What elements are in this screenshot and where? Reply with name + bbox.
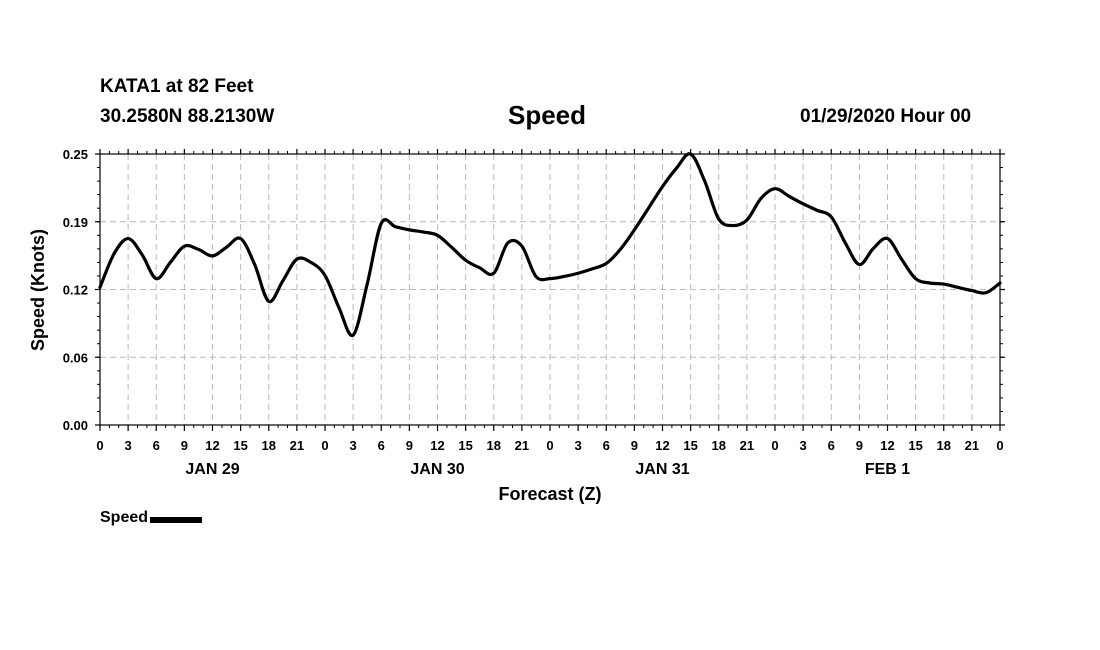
x-tick-label: 12: [430, 438, 444, 453]
x-tick-label: 6: [603, 438, 610, 453]
legend-swatch: [150, 516, 203, 523]
x-tick-label: 15: [683, 438, 697, 453]
x-tick-label: 0: [771, 438, 778, 453]
x-tick-label: 21: [515, 438, 529, 453]
y-axis-ticks: 0.00 0.06 0.12 0.19 0.25: [63, 147, 1005, 433]
day-labels: JAN 29 JAN 30 JAN 31 FEB 1: [185, 461, 910, 478]
x-tick-label: 3: [350, 438, 357, 453]
x-tick-label: 0: [321, 438, 328, 453]
x-tick-label: 0: [996, 438, 1003, 453]
coordinates-label: 30.2580N 88.2130W: [100, 106, 275, 127]
run-time-label: 01/29/2020 Hour 00: [800, 106, 972, 127]
x-tick-label: 18: [712, 438, 726, 453]
series-line-speed: [98, 152, 1002, 338]
day-label: JAN 31: [635, 461, 689, 478]
x-tick-label: 6: [378, 438, 385, 453]
y-tick-label: 0.06: [63, 350, 88, 365]
x-tick-label: 15: [233, 438, 247, 453]
x-tick-label: 0: [96, 438, 103, 453]
y-tick-label: 0.12: [63, 283, 88, 298]
series-layer: [98, 152, 1002, 338]
x-axis-ticks: 0 3 6 9 12 15 18 21 0 3 6 9 12 15 18 21 0 3 6 9 12 15 18 21 0 3 6 9…: [96, 149, 1004, 453]
x-tick-label: 21: [290, 438, 304, 453]
day-label: FEB 1: [865, 461, 910, 478]
x-tick-label: 3: [575, 438, 582, 453]
x-tick-label: 18: [487, 438, 501, 453]
x-tick-label: 12: [205, 438, 219, 453]
chart-title: Speed: [508, 100, 587, 130]
x-tick-label: 15: [458, 438, 472, 453]
x-tick-label: 3: [800, 438, 807, 453]
x-tick-label: 18: [937, 438, 951, 453]
x-tick-label: 18: [262, 438, 276, 453]
x-tick-label: 6: [153, 438, 160, 453]
x-tick-label: 15: [908, 438, 922, 453]
x-tick-label: 0: [546, 438, 553, 453]
legend-label: Speed: [100, 509, 149, 526]
x-tick-label: 21: [740, 438, 754, 453]
station-label: KATA1 at 82 Feet: [100, 76, 254, 97]
day-label: JAN 29: [185, 461, 239, 478]
x-tick-label: 9: [181, 438, 188, 453]
x-tick-label: 6: [828, 438, 835, 453]
x-tick-label: 9: [631, 438, 638, 453]
grid: [100, 154, 1000, 425]
y-axis-title: Speed (Knots): [28, 229, 48, 351]
y-tick-label: 0.25: [63, 147, 88, 162]
y-tick-label: 0.19: [63, 215, 88, 230]
x-axis-title: Forecast (Z): [498, 484, 601, 504]
x-tick-label: 21: [965, 438, 979, 453]
x-tick-label: 12: [880, 438, 894, 453]
x-tick-label: 9: [406, 438, 413, 453]
x-tick-label: 12: [655, 438, 669, 453]
x-tick-label: 3: [125, 438, 132, 453]
y-tick-label: 0.00: [63, 418, 88, 433]
x-tick-label: 9: [856, 438, 863, 453]
legend: Speed: [100, 509, 203, 527]
day-label: JAN 30: [410, 461, 464, 478]
